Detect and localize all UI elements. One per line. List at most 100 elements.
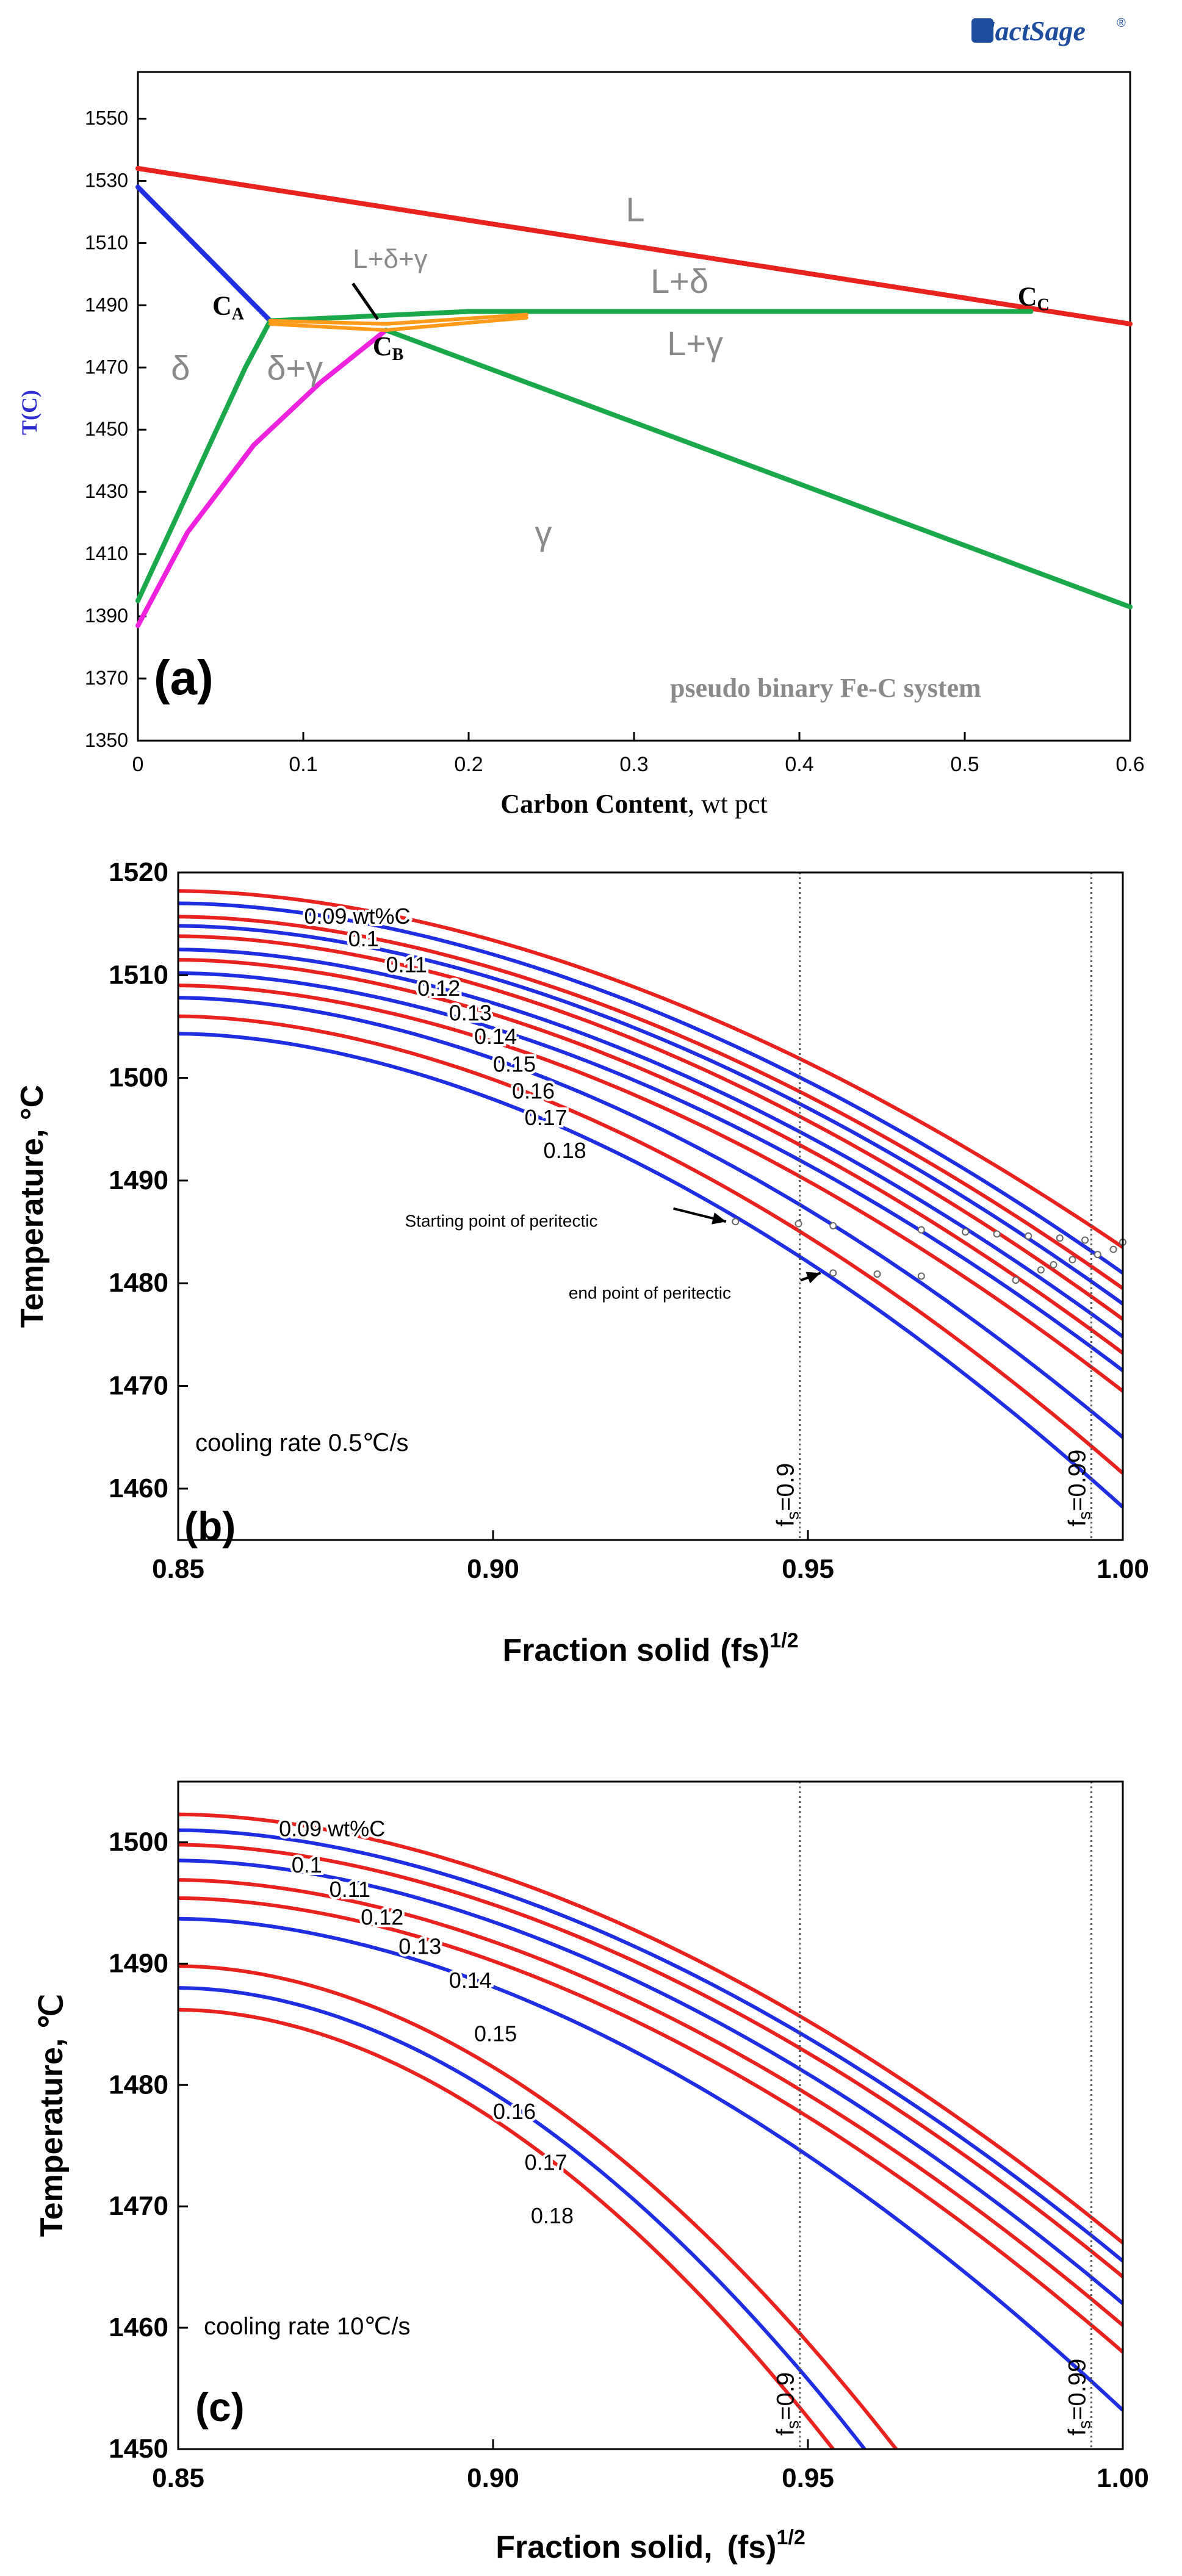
c-steep-series-line xyxy=(178,1986,867,2450)
b-marker xyxy=(732,1218,740,1226)
b-curve-label: 0.14 xyxy=(474,1024,517,1049)
panel-a-frame xyxy=(137,71,1131,742)
panel-c-vlines: fs=0.9fs=0.99 xyxy=(773,1782,1094,2449)
panel-c-xlabel-var: (fs) xyxy=(727,2530,777,2565)
a-annotation: CB xyxy=(373,331,403,364)
b-vline-label-base: f xyxy=(773,1519,799,1527)
a-series-line xyxy=(135,184,273,323)
a-annotation-text: C xyxy=(373,331,392,361)
a-annotation-text: γ xyxy=(535,514,552,552)
b-vline-label-sub: s xyxy=(1075,1511,1094,1520)
panel-b-vlines: fs=0.9fs=0.99 xyxy=(773,872,1094,1540)
a-xtick-label: 0.1 xyxy=(289,753,317,776)
b-curve-label: 0.12 xyxy=(417,976,460,1001)
c-ytick-label: 1490 xyxy=(109,1948,168,1978)
c-curve-label: 0.1 xyxy=(292,1852,322,1877)
panel-b-ticks: 1460 1470 1480 1490 1500 1510 1520 0.85 0.90 0.95… xyxy=(109,857,1149,1584)
panel-b-note: cooling rate 0.5℃/s xyxy=(195,1430,409,1456)
a-series-line xyxy=(135,318,273,603)
a-annotation-text: δ xyxy=(171,349,190,387)
panel-c-xlabel-exp: 1/2 xyxy=(776,2526,805,2549)
c-vline-label-base: f xyxy=(1064,2428,1090,2436)
a-annotation-text: C xyxy=(1018,281,1037,311)
c-curve-label: 0.16 xyxy=(493,2099,536,2124)
c-ytick-label: 1470 xyxy=(109,2191,168,2221)
panel-a-series xyxy=(135,166,1133,628)
b-curve-label: 0.15 xyxy=(493,1052,536,1077)
c-curve-label: 0.15 xyxy=(474,2021,517,2046)
c-curve-label: 0.11 xyxy=(330,1877,370,1902)
a-annotation: L+γ xyxy=(667,324,723,362)
b-series-line xyxy=(178,984,1124,1393)
factsage-logo: FactSage ® xyxy=(971,15,1126,46)
logo-mark: ® xyxy=(1117,16,1126,30)
c-xtick-label: 0.95 xyxy=(782,2463,834,2493)
c-curve-label: 0.18 xyxy=(531,2203,574,2228)
panel-a-xlabel-main: Carbon Content xyxy=(500,789,688,819)
c-steep-series-line xyxy=(178,1964,898,2450)
a-annotation: CC xyxy=(1018,281,1050,314)
c-series-line xyxy=(178,1843,1124,2278)
c-series-line xyxy=(178,1828,1124,2263)
b-marker xyxy=(993,1230,1001,1238)
a-annotation: L+δ+γ xyxy=(353,244,427,274)
a-annotation-text: δ+γ xyxy=(267,349,323,387)
b-vline-label-base: f xyxy=(1064,1519,1090,1527)
c-vline-label: fs=0.99 xyxy=(1064,2359,1094,2436)
b-marker xyxy=(1094,1251,1101,1259)
b-series-line xyxy=(178,1032,1125,1509)
b-series-line xyxy=(178,996,1124,1439)
c-curve-label: 0.09 wt%C xyxy=(279,1816,385,1841)
c-series-line xyxy=(178,1916,1125,2412)
b-curve-label: 0.11 xyxy=(386,952,427,977)
c-xtick-label: 0.90 xyxy=(467,2463,519,2493)
b-curve-label: 0.17 xyxy=(525,1105,568,1130)
a-series-line xyxy=(383,328,1133,610)
b-annotation-arrowhead xyxy=(712,1212,726,1225)
b-xtick-label: 0.90 xyxy=(467,1554,519,1584)
panel-a-title: pseudo binary Fe-C system xyxy=(670,673,981,703)
a-xtick-label: 0.3 xyxy=(619,753,648,776)
a-ytick-label: 1550 xyxy=(85,107,128,129)
panel-c-series xyxy=(178,1812,1125,2450)
b-marker xyxy=(917,1272,925,1280)
b-marker xyxy=(1037,1266,1045,1274)
b-marker xyxy=(1056,1234,1064,1242)
a-annotation: L+δ xyxy=(650,262,708,300)
panel-b-xlabel-main: Fraction solid xyxy=(502,1633,710,1668)
panel-b-xlabel-var: (fs) xyxy=(720,1633,769,1668)
a-annotation-sub: C xyxy=(1037,295,1050,314)
c-ytick-label: 1450 xyxy=(109,2434,168,2464)
panel-c-xlabel-main: Fraction solid, xyxy=(496,2530,712,2565)
a-annotation-sub: B xyxy=(392,345,404,364)
panel-b-annotations: Starting point of peritectic end point of… xyxy=(405,1207,821,1302)
panel-a: 1350 1370 1390 1410 1430 1450 1470 1490 1510 1530… xyxy=(17,71,1145,819)
a-ytick-label: 1430 xyxy=(85,480,128,502)
b-curve-label: 0.09 wt%C xyxy=(304,904,410,929)
b-annotation: end point of peritectic xyxy=(569,1283,731,1302)
b-marker xyxy=(1081,1236,1089,1244)
b-series-line xyxy=(178,971,1124,1372)
b-series-line xyxy=(178,915,1124,1290)
b-annotation-arrowhead xyxy=(805,1272,821,1284)
panel-a-ylabel: T(C) xyxy=(17,390,41,435)
b-curve-label: 0.13 xyxy=(449,1000,492,1025)
b-ytick-label: 1510 xyxy=(109,960,168,990)
b-xtick-label: 1.00 xyxy=(1097,1554,1149,1584)
b-ytick-label: 1480 xyxy=(109,1268,168,1298)
panel-b-ylabel: Temperature, °C xyxy=(15,1085,50,1328)
a-series-line xyxy=(268,315,528,333)
a-xtick-label: 0.6 xyxy=(1115,753,1144,776)
panel-b-curve-labels: 0.09 wt%C0.1 0.110.120.130.14 0.150.160.17… xyxy=(301,901,588,1165)
b-marker xyxy=(962,1228,969,1236)
panel-b-xlabel: Fraction solid (fs)1/2 xyxy=(502,1629,798,1668)
b-series-line xyxy=(178,934,1124,1321)
a-ytick-label: 1410 xyxy=(85,542,128,564)
a-ytick-label: 1510 xyxy=(85,231,128,253)
c-vline-label-rest: =0.99 xyxy=(1064,2359,1090,2420)
c-ytick-label: 1500 xyxy=(109,1827,168,1857)
b-ytick-label: 1470 xyxy=(109,1371,168,1401)
a-xtick-label: 0 xyxy=(132,753,144,776)
a-series-line xyxy=(135,328,389,628)
